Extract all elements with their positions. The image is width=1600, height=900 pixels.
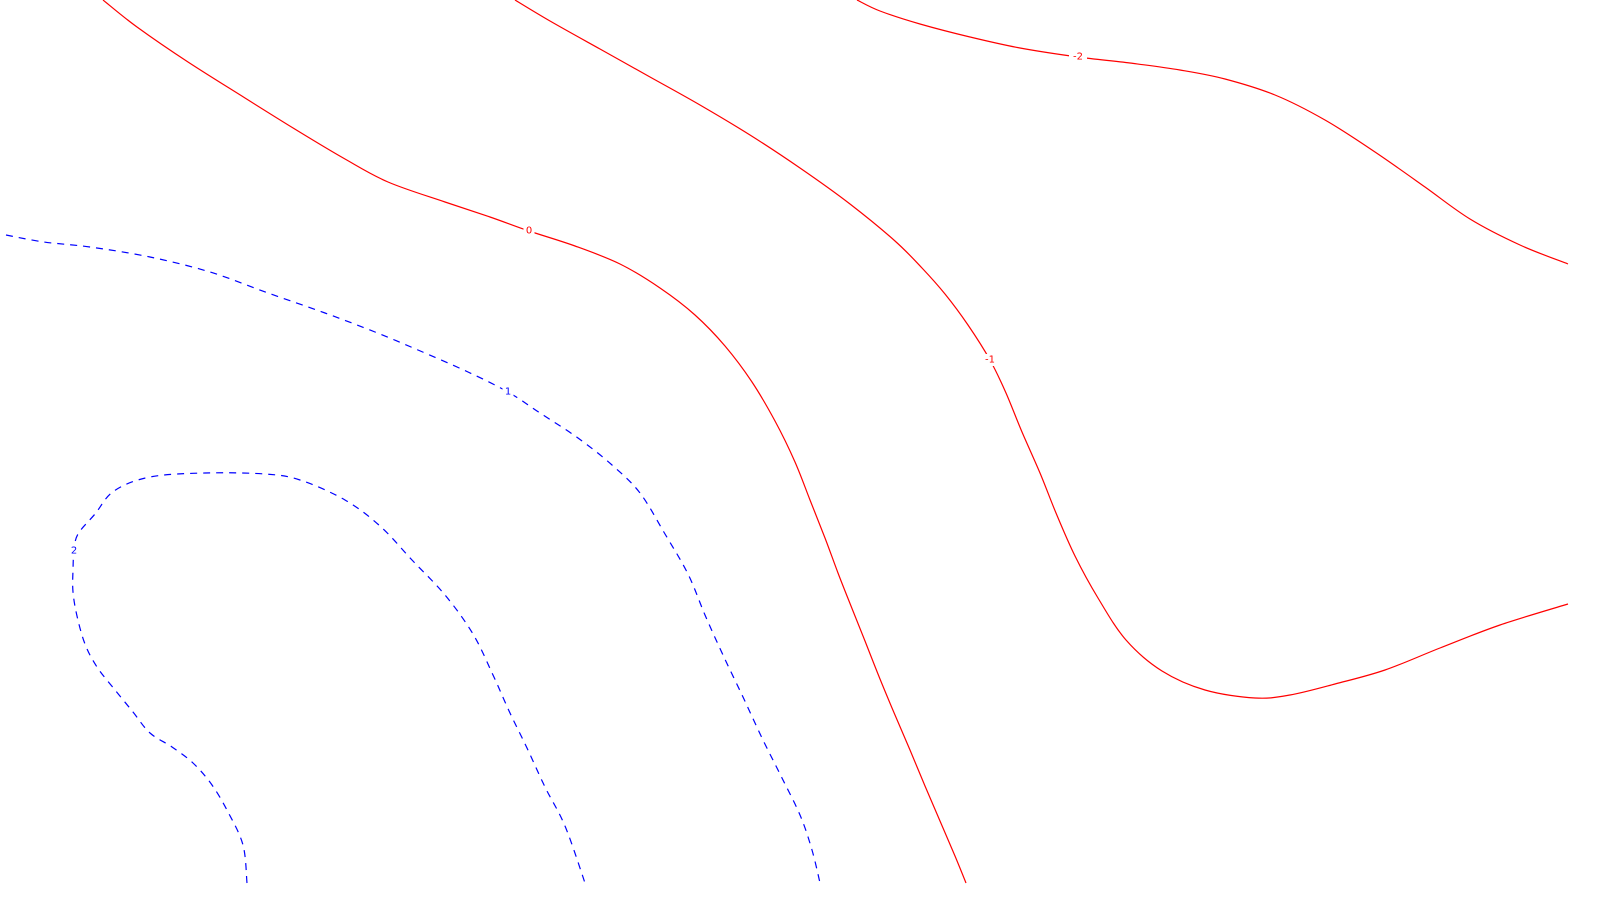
contour-label-background: [1069, 51, 1087, 63]
contour-line-level-minus-2: [856, 0, 1569, 265]
contour-labels: 2 1 0 -1 -2: [68, 51, 1087, 557]
contour-label-level-1: 1: [505, 387, 511, 398]
contour-label-level-0: 0: [526, 226, 532, 237]
contour-label-background: [981, 354, 999, 366]
contour-label-level-minus-2: -2: [1073, 52, 1083, 63]
contour-label-background: [502, 386, 514, 398]
contour-line-level-1: [5, 234, 821, 884]
contour-label-background: [523, 225, 535, 237]
contour-line-level-2: [72, 472, 586, 884]
contour-line-level-minus-1: [514, 0, 1569, 699]
contour-line-level-0: [102, 0, 967, 884]
contour-lines: [5, 0, 1569, 884]
contour-label-background: [68, 545, 80, 557]
contour-label-level-minus-1: -1: [985, 355, 995, 366]
contour-label-level-2: 2: [71, 546, 77, 557]
